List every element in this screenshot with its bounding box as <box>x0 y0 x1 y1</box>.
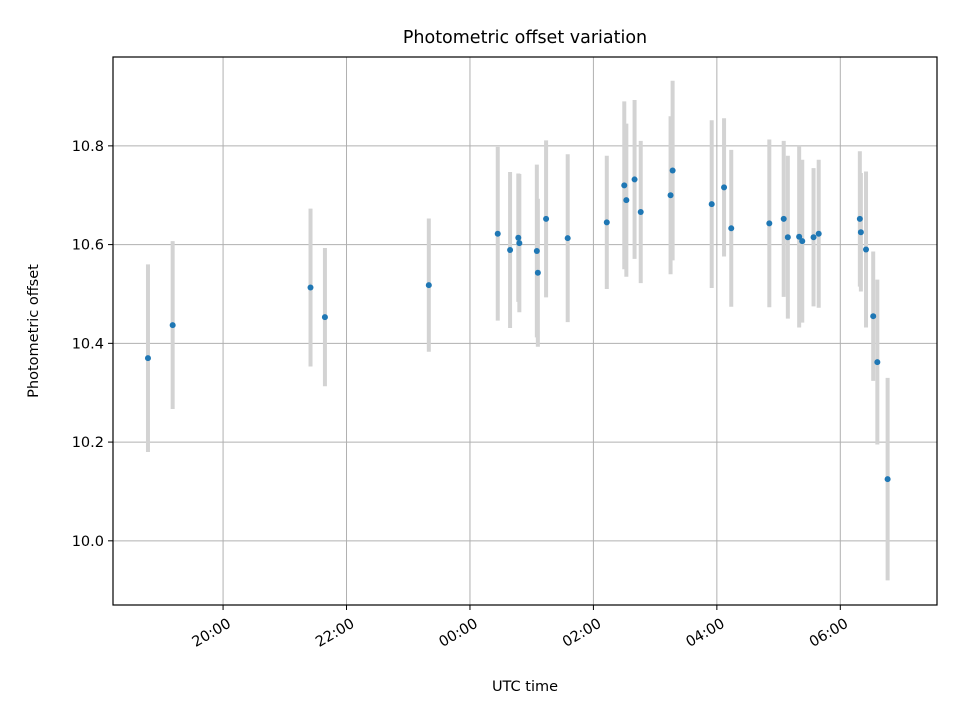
data-point <box>534 269 541 276</box>
data-point <box>631 176 638 183</box>
data-point <box>637 209 644 216</box>
data-point <box>494 230 501 237</box>
data-point <box>516 240 523 247</box>
chart-title: Photometric offset variation <box>403 28 647 48</box>
data-point <box>796 233 803 240</box>
y-axis-title: Photometric offset <box>26 264 42 398</box>
data-point <box>169 322 176 329</box>
data-point <box>669 167 676 174</box>
data-point <box>863 246 870 253</box>
data-point <box>321 314 328 321</box>
y-tick-label: 10.4 <box>72 336 104 352</box>
data-point <box>810 234 817 241</box>
y-tick-label: 10.0 <box>72 534 104 550</box>
data-point <box>564 235 571 242</box>
data-point <box>856 215 863 222</box>
x-axis-title: UTC time <box>492 679 558 695</box>
plot-frame <box>112 56 938 606</box>
data-point <box>515 234 522 241</box>
data-point <box>144 355 151 362</box>
data-point <box>425 282 432 289</box>
data-point <box>780 215 787 222</box>
data-point <box>667 192 674 199</box>
data-point <box>543 215 550 222</box>
y-tick-label: 10.6 <box>72 238 104 254</box>
data-point <box>784 234 791 241</box>
data-point <box>708 201 715 208</box>
data-point <box>307 284 314 291</box>
data-point <box>533 248 540 255</box>
y-axis: 10.0 10.2 10.4 10.6 10.8 <box>72 139 113 550</box>
data-point <box>815 230 822 237</box>
y-tick-label: 10.8 <box>72 139 104 155</box>
data-point <box>799 238 806 245</box>
data-points <box>144 167 891 483</box>
data-point <box>603 219 610 226</box>
data-point <box>870 313 877 320</box>
data-point <box>884 476 891 483</box>
data-point <box>728 225 735 232</box>
data-point <box>507 247 514 254</box>
data-point <box>621 182 628 189</box>
data-point <box>766 220 773 227</box>
y-tick-label: 10.2 <box>72 435 104 451</box>
data-point <box>623 197 630 204</box>
data-point <box>874 359 881 366</box>
data-point <box>721 184 728 191</box>
data-point <box>857 229 864 236</box>
